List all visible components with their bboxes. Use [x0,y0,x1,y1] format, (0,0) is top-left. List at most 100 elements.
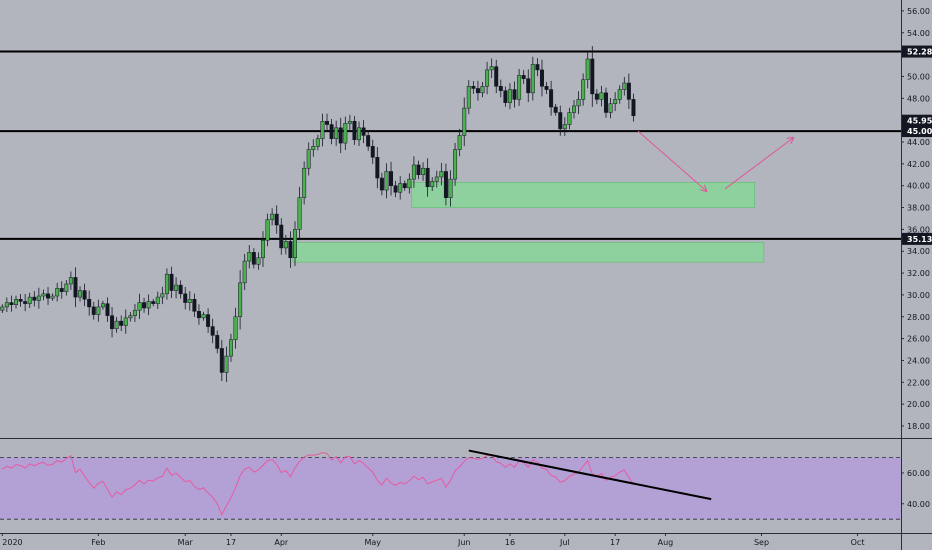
candle[interactable] [251,248,256,269]
candle[interactable] [293,221,297,266]
candle[interactable] [4,297,9,313]
candle[interactable] [549,80,554,116]
candle[interactable] [530,56,535,101]
candle[interactable] [480,81,485,98]
candle[interactable] [517,68,522,106]
candle[interactable] [567,107,572,130]
candle[interactable] [146,294,151,316]
candle[interactable] [512,81,517,108]
candle[interactable] [137,293,142,320]
candle[interactable] [270,208,275,226]
candle[interactable] [18,293,23,307]
candle[interactable] [50,293,55,301]
support-zone[interactable] [292,242,765,263]
candle[interactable] [439,163,444,186]
candle[interactable] [329,119,334,145]
candle[interactable] [466,80,471,115]
candle[interactable] [114,317,119,333]
candle[interactable] [430,177,435,191]
price-tag[interactable]: 45.00 [902,125,932,138]
candle[interactable] [604,87,608,118]
candle[interactable] [389,161,394,196]
candle[interactable] [553,103,558,116]
candle[interactable] [96,299,101,322]
candle[interactable] [201,311,206,321]
candle[interactable] [375,147,380,189]
candle[interactable] [325,113,330,133]
candle[interactable] [503,86,508,107]
candle[interactable] [370,139,375,164]
candle[interactable] [384,163,389,199]
candle[interactable] [210,318,215,344]
candle[interactable] [82,283,87,307]
candle[interactable] [260,231,265,267]
candle[interactable] [187,291,192,311]
candle[interactable] [192,293,197,318]
candle[interactable] [594,89,599,105]
candle[interactable] [576,91,581,115]
candle[interactable] [558,105,563,136]
candle[interactable] [489,58,494,79]
candle[interactable] [443,163,448,206]
candle[interactable] [164,268,169,300]
price-tag[interactable]: 45.95 [902,114,932,127]
candle[interactable] [526,69,531,103]
candle[interactable] [27,292,32,309]
candle[interactable] [119,315,124,332]
candle[interactable] [160,286,165,305]
candle[interactable] [283,234,288,255]
candle[interactable] [416,160,421,180]
candle[interactable] [462,97,467,147]
price-axis[interactable]: 18.00 20.00 22.00 24.00 26.00 28.00 30.00 32.00… [901,7,932,509]
candle[interactable] [32,291,37,307]
price-tag[interactable]: 35.13 [902,232,932,245]
candle[interactable] [338,117,343,154]
candle[interactable] [393,180,398,198]
candle[interactable] [132,303,137,322]
candle[interactable] [64,280,69,296]
candle[interactable] [402,180,407,191]
candle[interactable] [46,287,51,305]
candle[interactable] [228,333,233,362]
candle[interactable] [498,79,503,98]
candle[interactable] [9,295,14,312]
candle[interactable] [631,93,636,122]
candle[interactable] [562,117,567,137]
candle[interactable] [347,114,352,130]
candle[interactable] [366,130,371,151]
candle[interactable] [421,162,426,181]
candle[interactable] [14,295,18,309]
candle[interactable] [315,134,320,151]
candle[interactable] [581,73,586,106]
candle[interactable] [238,270,243,330]
candle[interactable] [242,253,247,291]
candle[interactable] [494,59,499,94]
candle[interactable] [41,289,46,301]
candle[interactable] [302,161,307,205]
candle[interactable] [544,81,549,94]
candle[interactable] [535,58,540,77]
candle[interactable] [475,80,480,101]
candle[interactable] [521,69,526,85]
candle[interactable] [288,231,293,268]
candle[interactable] [361,120,366,144]
candle[interactable] [539,59,544,97]
candle[interactable] [215,330,220,354]
candle[interactable] [320,113,325,147]
candle[interactable] [617,85,622,104]
candle[interactable] [151,298,156,307]
candle[interactable] [110,307,115,338]
candle[interactable] [297,186,302,241]
candle[interactable] [100,300,105,310]
candle[interactable] [411,156,416,188]
price-tag[interactable]: 52.28 [902,45,932,58]
candle[interactable] [55,282,60,302]
date-axis[interactable]: 2020 Feb Mar 17 Apr May Jun 16 Jul 17 Aug Sep Oct [1,533,864,547]
candle[interactable] [425,158,430,197]
candle[interactable] [485,61,490,95]
price-candles[interactable] [0,46,636,383]
candle[interactable] [311,139,316,157]
candle[interactable] [155,291,160,310]
candle[interactable] [357,121,362,147]
candle[interactable] [626,73,631,109]
